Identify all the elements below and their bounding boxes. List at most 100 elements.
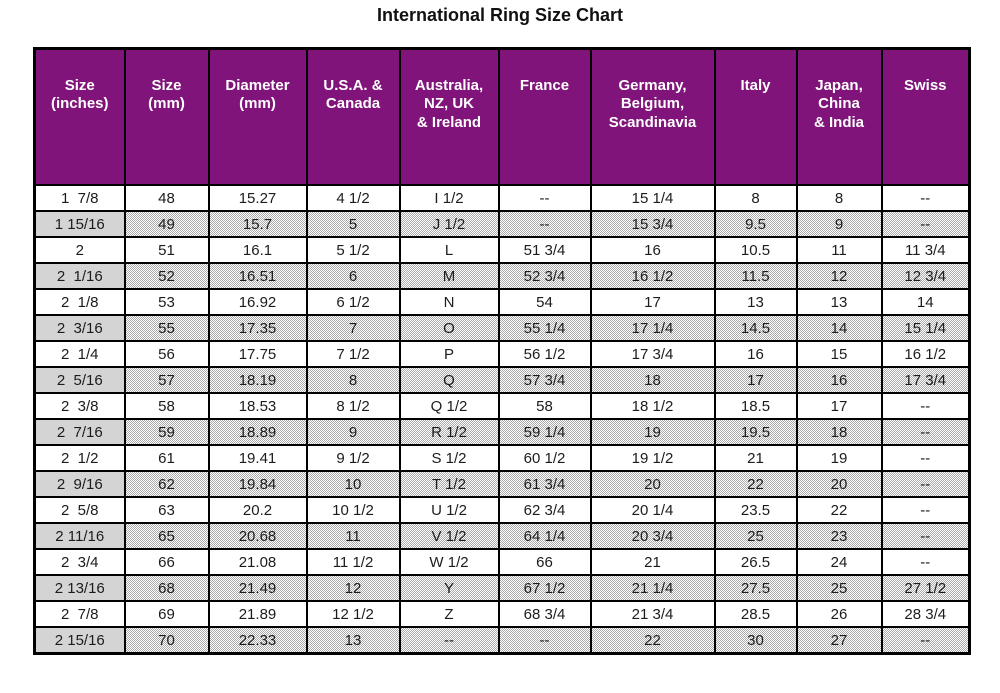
table-cell: 12 3/4 xyxy=(880,262,971,290)
table-cell: 66 xyxy=(497,548,592,576)
table-cell: 11 xyxy=(305,522,401,550)
header-cell-7: Italy xyxy=(713,47,798,186)
table-cell: 16.92 xyxy=(207,288,308,316)
table-cell: 49 xyxy=(123,210,210,238)
table-cell: N xyxy=(398,288,500,316)
table-cell: 66 xyxy=(123,548,210,576)
table-cell: 18.19 xyxy=(207,366,308,394)
table-cell: 17 3/4 xyxy=(880,366,971,394)
table-cell: P xyxy=(398,340,500,368)
header-cell-8: Japan, China & India xyxy=(795,47,883,186)
table-row: 2 3/8 58 18.53 8 1/2 Q 1/2 58 18 1/2 18.5 17 -- xyxy=(33,392,971,420)
table-row: 2 7/8 69 21.89 12 1/2 Z 68 3/4 21 3/4 28.5 26 28 … xyxy=(33,600,971,628)
table-cell: 12 xyxy=(305,574,401,602)
table-cell: -- xyxy=(880,496,971,524)
table-row: 2 5/8 63 20.2 10 1/2 U 1/2 62 3/4 20 1/4 23.5 22… xyxy=(33,496,971,524)
table-cell: 2 1/2 xyxy=(33,444,126,472)
table-cell: 52 xyxy=(123,262,210,290)
table-cell: 28.5 xyxy=(713,600,798,628)
table-cell: 18.5 xyxy=(713,392,798,420)
table-row: 1 7/8 48 15.27 4 1/2 I 1/2 -- 15 1/4 8 8 -- xyxy=(33,184,971,212)
table-cell: 22 xyxy=(589,626,716,655)
table-cell: 18 xyxy=(589,366,716,394)
table-cell: 52 3/4 xyxy=(497,262,592,290)
table-cell: 2 1/4 xyxy=(33,340,126,368)
table-cell: 11.5 xyxy=(713,262,798,290)
table-cell: 2 13/16 xyxy=(33,574,126,602)
table-cell: 16 xyxy=(713,340,798,368)
table-cell: 21 1/4 xyxy=(589,574,716,602)
table-cell: 19 xyxy=(589,418,716,446)
table-cell: 15 1/4 xyxy=(880,314,971,342)
table-cell: 2 7/16 xyxy=(33,418,126,446)
table-cell: 13 xyxy=(305,626,401,655)
table-cell: 5 xyxy=(305,210,401,238)
table-cell: 67 1/2 xyxy=(497,574,592,602)
table-cell: 10 xyxy=(305,470,401,498)
table-cell: 26.5 xyxy=(713,548,798,576)
table-cell: 11 xyxy=(795,236,883,264)
table-row: 1 15/16 49 15.7 5 J 1/2 -- 15 3/4 9.5 9 -- xyxy=(33,210,971,238)
table-cell: 8 xyxy=(305,366,401,394)
table-cell: -- xyxy=(497,626,592,655)
table-cell: 68 3/4 xyxy=(497,600,592,628)
ring-size-conversion-table: Size (inches) Size (mm) Diameter (mm) U.S.A… xyxy=(33,47,971,655)
table-row: 2 13/16 68 21.49 12 Y 67 1/2 21 1/4 27.5 25 27 1/… xyxy=(33,574,971,602)
table-cell: 23.5 xyxy=(713,496,798,524)
table-cell: 16 1/2 xyxy=(880,340,971,368)
table-cell: 55 1/4 xyxy=(497,314,592,342)
table-cell: 20 3/4 xyxy=(589,522,716,550)
table-cell: 20 xyxy=(795,470,883,498)
table-cell: 64 1/4 xyxy=(497,522,592,550)
table-cell: 2 9/16 xyxy=(33,470,126,498)
table-row: 2 7/16 59 18.89 9 R 1/2 59 1/4 19 19.5 18 -- xyxy=(33,418,971,446)
table-cell: 58 xyxy=(123,392,210,420)
table-cell: 27 1/2 xyxy=(880,574,971,602)
table-cell: J 1/2 xyxy=(398,210,500,238)
table-cell: 2 5/16 xyxy=(33,366,126,394)
table-cell: Q 1/2 xyxy=(398,392,500,420)
table-cell: 17 xyxy=(713,366,798,394)
table-cell: 63 xyxy=(123,496,210,524)
table-cell: Y xyxy=(398,574,500,602)
table-cell: 61 3/4 xyxy=(497,470,592,498)
table-cell: 21.89 xyxy=(207,600,308,628)
table-cell: 21 xyxy=(713,444,798,472)
table-cell: 18.89 xyxy=(207,418,308,446)
table-cell: 30 xyxy=(713,626,798,655)
table-cell: 1 15/16 xyxy=(33,210,126,238)
table-cell: 12 1/2 xyxy=(305,600,401,628)
table-cell: -- xyxy=(880,184,971,212)
table-cell: 26 xyxy=(795,600,883,628)
table-cell: 5 1/2 xyxy=(305,236,401,264)
table-cell: 12 xyxy=(795,262,883,290)
table-cell: 19.41 xyxy=(207,444,308,472)
table-cell: 68 xyxy=(123,574,210,602)
table-cell: 61 xyxy=(123,444,210,472)
table-cell: 15 xyxy=(795,340,883,368)
table-row: 2 15/16 70 22.33 13 -- -- 22 30 27 -- xyxy=(33,626,971,655)
table-cell: 21 3/4 xyxy=(589,600,716,628)
table-row: 2 1/2 61 19.41 9 1/2 S 1/2 60 1/2 19 1/2 21 19 -- xyxy=(33,444,971,472)
table-cell: V 1/2 xyxy=(398,522,500,550)
header-cell-4: Australia, NZ, UK & Ireland xyxy=(398,47,500,186)
table-cell: 7 xyxy=(305,314,401,342)
table-cell: 9.5 xyxy=(713,210,798,238)
table-cell: 55 xyxy=(123,314,210,342)
table-cell: 6 1/2 xyxy=(305,288,401,316)
table-cell: 54 xyxy=(497,288,592,316)
page-title: International Ring Size Chart xyxy=(376,5,624,25)
header-cell-3: U.S.A. & Canada xyxy=(305,47,401,186)
table-cell: T 1/2 xyxy=(398,470,500,498)
table-cell: 15 1/4 xyxy=(589,184,716,212)
table-cell: 17 xyxy=(589,288,716,316)
table-row: 2 11/16 65 20.68 11 V 1/2 64 1/4 20 3/4 25 23 -- xyxy=(33,522,971,550)
table-cell: 14 xyxy=(880,288,971,316)
table-cell: 19.5 xyxy=(713,418,798,446)
table-cell: Q xyxy=(398,366,500,394)
table-cell: W 1/2 xyxy=(398,548,500,576)
table-cell: 2 3/16 xyxy=(33,314,126,342)
table-cell: -- xyxy=(880,626,971,655)
table-row: 2 3/16 55 17.35 7 O 55 1/4 17 1/4 14.5 14 15 1/4 xyxy=(33,314,971,342)
table-cell: 70 xyxy=(123,626,210,655)
